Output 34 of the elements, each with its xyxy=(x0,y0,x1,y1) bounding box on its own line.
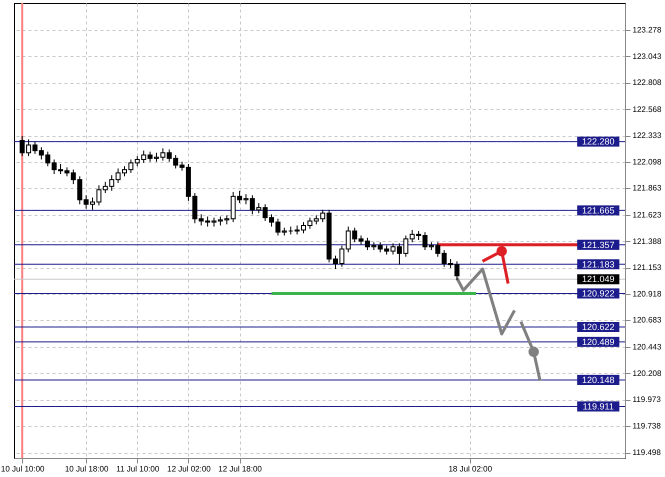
x-tick-label: 12 Jul 02:00 xyxy=(167,464,212,474)
y-tick-label: 122.568 xyxy=(632,104,662,114)
x-tick-label: 18 Jul 02:00 xyxy=(448,464,493,474)
y-tick-label: 119.738 xyxy=(632,421,662,430)
y-tick-label: 119.498 xyxy=(632,448,662,458)
y-tick-label: 121.153 xyxy=(632,263,662,272)
y-tick-label: 121.388 xyxy=(632,236,662,246)
y-tick-label: 121.863 xyxy=(632,184,662,193)
y-tick-label: 120.443 xyxy=(632,342,662,352)
x-tick-label: 10 Jul 18:00 xyxy=(64,464,109,474)
y-tick-label: 120.918 xyxy=(632,289,662,298)
y-tick-label: 121.623 xyxy=(632,210,662,220)
x-tick-label: 10 Jul 10:00 xyxy=(0,464,46,474)
y-tick-label: 122.098 xyxy=(632,157,662,166)
ref-line-label: 120.922 xyxy=(582,288,615,298)
ref-line-label: 120.622 xyxy=(582,322,615,332)
y-tick-label: 119.973 xyxy=(632,395,662,404)
y-tick-label: 122.808 xyxy=(632,78,662,88)
x-tick-label: 12 Jul 18:00 xyxy=(218,464,262,474)
ref-line-label: 119.911 xyxy=(582,401,614,412)
x-tick-label: 11 Jul 10:00 xyxy=(116,464,160,474)
ref-line-label: 121.665 xyxy=(582,205,615,216)
ref-line-label: 122.280 xyxy=(582,136,615,147)
ref-line-label: 120.148 xyxy=(582,374,615,385)
ref-line-label: 121.357 xyxy=(582,240,615,250)
ref-line-label: 121.049 xyxy=(582,274,615,284)
line-series xyxy=(455,268,516,336)
y-tick-label: 123.043 xyxy=(632,52,662,61)
y-tick-label: 123.278 xyxy=(632,26,662,35)
ref-line-label: 121.183 xyxy=(582,259,615,270)
y-tick-label: 120.208 xyxy=(632,368,662,378)
ref-line-label: 120.489 xyxy=(582,336,615,347)
y-tick-label: 122.333 xyxy=(632,131,662,140)
y-tick-label: 120.683 xyxy=(632,316,662,325)
